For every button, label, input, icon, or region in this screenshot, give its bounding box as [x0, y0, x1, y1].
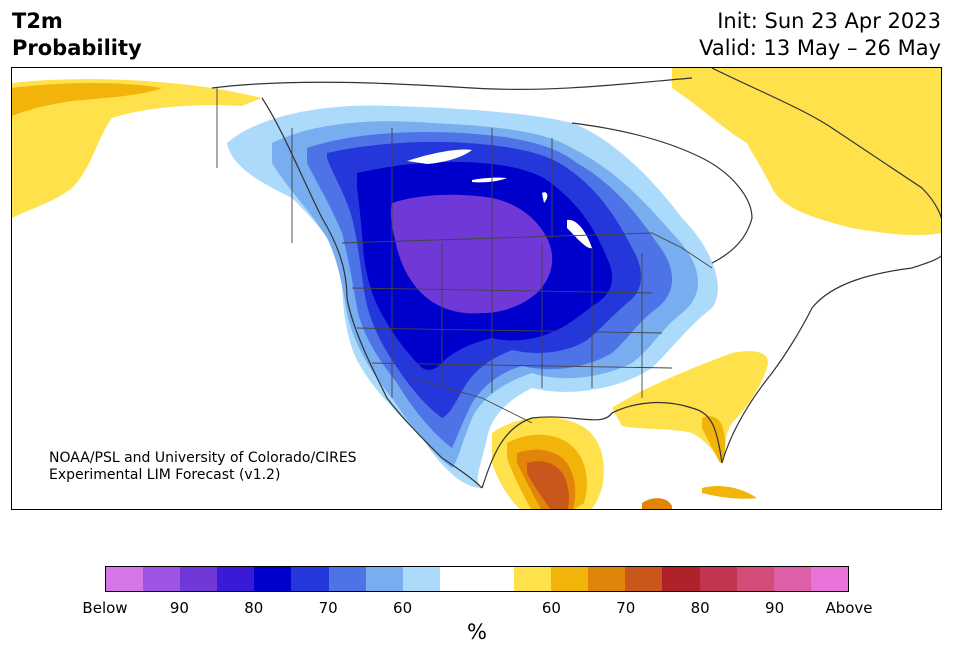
- us-mexico-border: [411, 377, 533, 424]
- us-canada-border: [341, 232, 713, 269]
- colorbar-tick-label: 70: [318, 599, 338, 617]
- colorbar-tick-label: 60: [393, 599, 413, 617]
- colorbar-segment: [551, 567, 589, 591]
- coastlines: [211, 68, 941, 489]
- colorbar-segment: [365, 567, 403, 591]
- credit-text: NOAA/PSL and University of Colorado/CIRE…: [49, 450, 357, 484]
- lake-white-4: [567, 219, 592, 249]
- west-coast-line: [261, 97, 483, 489]
- colorbar-segment: [291, 567, 329, 591]
- state-line-8: [356, 327, 663, 334]
- colorbar-segment: [143, 567, 181, 591]
- colorbar-segment: [736, 567, 774, 591]
- cuba-above-region: [702, 486, 757, 499]
- southeast-above-60: [702, 416, 726, 463]
- colorbar-segment: [476, 567, 515, 591]
- title-line-2: Probability: [12, 36, 142, 60]
- colorbar-segment: [439, 567, 477, 591]
- hudson-bay-line: [571, 122, 753, 264]
- colorbar-tick-label: 90: [169, 599, 189, 617]
- greenland-coast-line: [711, 68, 941, 220]
- map-title: T2m Probability: [12, 8, 142, 62]
- colorbar-segment: [773, 567, 811, 591]
- alaska-above-region: [12, 79, 262, 219]
- cold-anomaly-peak: [390, 194, 553, 314]
- colorbar-segment: [402, 567, 440, 591]
- credit-line-1: NOAA/PSL and University of Colorado/CIRE…: [49, 450, 357, 466]
- colorbar-tick-label: Below: [82, 599, 128, 617]
- colorbar-tick-label: 80: [690, 599, 710, 617]
- colorbar-segment: [662, 567, 700, 591]
- lake-white-1: [407, 149, 472, 164]
- colorbar-segment: [180, 567, 218, 591]
- colorbar-segment: [106, 567, 144, 591]
- colorbar-segment: [217, 567, 255, 591]
- state-line-9: [371, 362, 673, 369]
- credit-line-2: Experimental LIM Forecast (v1.2): [49, 467, 281, 483]
- colorbar-tick-label: 80: [244, 599, 264, 617]
- arctic-coast-line: [211, 77, 693, 90]
- forecast-dates: Init: Sun 23 Apr 2023 Valid: 13 May – 26…: [699, 8, 941, 62]
- colorbar-segment: [699, 567, 737, 591]
- colorbar-tick-label: 90: [765, 599, 785, 617]
- colorbar-segment: [514, 567, 552, 591]
- yucatan-above-region: [642, 498, 672, 509]
- east-coast-line: [721, 255, 941, 464]
- lake-white-2: [472, 177, 507, 183]
- mexico-above-90: [527, 461, 569, 509]
- colorbar-segment: [810, 567, 848, 591]
- forecast-map: NOAA/PSL and University of Colorado/CIRE…: [11, 67, 942, 510]
- colorbar-tick-label: Above: [825, 599, 873, 617]
- political-borders: [216, 88, 713, 424]
- colorbar-tick-label: 70: [616, 599, 636, 617]
- init-date: Init: Sun 23 Apr 2023: [717, 9, 941, 33]
- lake-white-3: [542, 192, 548, 203]
- valid-date: Valid: 13 May – 26 May: [699, 36, 941, 60]
- gulf-coast-line: [481, 401, 723, 489]
- colorbar-segment: [588, 567, 626, 591]
- colorbar-segment: [254, 567, 292, 591]
- probability-map-svg: [12, 68, 941, 509]
- title-line-1: T2m: [12, 9, 63, 33]
- colorbar-segment: [625, 567, 663, 591]
- colorbar-tick-label: 60: [541, 599, 561, 617]
- colorbar-unit: %: [467, 620, 487, 644]
- colorbar-segment: [328, 567, 366, 591]
- alaska-above-60-region: [12, 83, 162, 116]
- state-line-7: [351, 287, 653, 294]
- quebec-above-region: [672, 68, 941, 236]
- probability-colorbar: [105, 566, 849, 592]
